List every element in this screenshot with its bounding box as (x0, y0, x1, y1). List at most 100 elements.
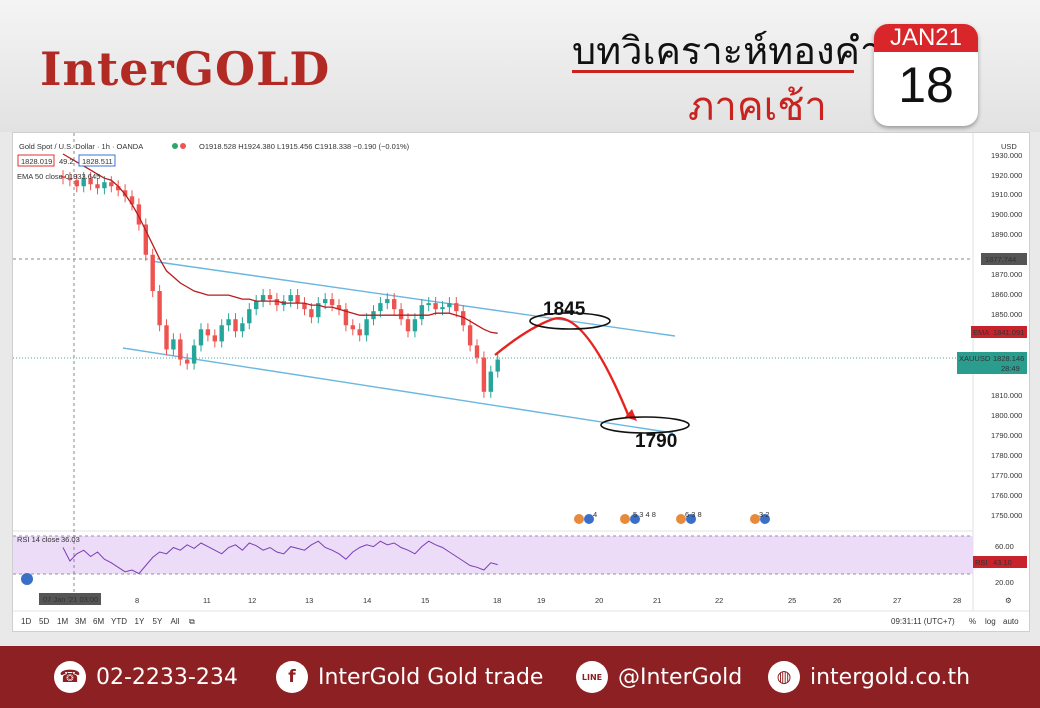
range-button[interactable]: All (171, 617, 180, 626)
candle-body (178, 339, 183, 360)
candle-body (329, 299, 335, 306)
y-tick-label: 1860.000 (991, 290, 1022, 299)
candle-body (288, 295, 293, 302)
candle-body (364, 319, 369, 336)
candle-body (433, 303, 438, 310)
x-tick-label: 25 (788, 596, 796, 605)
percent-toggle[interactable]: % (969, 617, 976, 626)
line-id: @InterGold (618, 664, 743, 690)
event-flag-icon[interactable] (584, 514, 594, 524)
chart-panel: 1845 1790 4 5 3 4 8 6 3 8 3 2 Gold Spot … (12, 132, 1030, 632)
candle-body (316, 303, 321, 318)
event-flag-icon[interactable] (630, 514, 640, 524)
event-count: 3 2 (759, 510, 769, 519)
candle-body (240, 323, 245, 332)
candle-body (323, 299, 328, 304)
price-axis[interactable]: 1930.000 1920.000 1910.000 1900.000 1890… (991, 151, 1022, 587)
range-button[interactable]: 5D (39, 617, 49, 626)
calendar-day: 18 (898, 57, 954, 113)
website-contact[interactable]: ◍ intergold.co.th (768, 660, 970, 694)
candle-body (81, 178, 86, 187)
event-count: 4 (593, 510, 597, 519)
session-subtitle: ภาคเช้า (688, 84, 827, 130)
y-tick-label: 1890.000 (991, 230, 1022, 239)
rsi-legend-value: 36.03 (61, 535, 80, 544)
event-count: 6 3 8 (685, 510, 702, 519)
price-chart[interactable]: 1845 1790 4 5 3 4 8 6 3 8 3 2 Gold Spot … (13, 133, 1029, 631)
candle-body (398, 309, 404, 320)
range-button[interactable]: 6M (93, 617, 104, 626)
log-toggle[interactable]: log (985, 617, 996, 626)
candle-body (122, 190, 128, 197)
tradingview-logo-icon (21, 573, 33, 585)
y-tick-label: 1810.000 (991, 391, 1022, 400)
settings-gear-icon[interactable]: ⚙ (1005, 596, 1012, 605)
x-tick-label: 12 (248, 596, 256, 605)
ema-legend[interactable]: EMA 50 close 0 (17, 172, 69, 181)
series-layer (60, 153, 500, 575)
auto-toggle[interactable]: auto (1003, 617, 1019, 626)
facebook-contact[interactable]: f InterGold Gold trade (276, 660, 543, 694)
candle-body (295, 295, 300, 304)
candle-body (447, 303, 452, 308)
header-banner (0, 0, 1040, 132)
candle-body (309, 309, 314, 318)
compare-icon[interactable]: ⧉ (189, 617, 195, 626)
range-button[interactable]: 5Y (153, 617, 163, 626)
range-button[interactable]: 3M (75, 617, 86, 626)
x-tick-label: 15 (421, 596, 429, 605)
candle-body (191, 345, 197, 364)
y-tick-label: 1870.000 (991, 270, 1022, 279)
line-contact[interactable]: LINE @InterGold (576, 660, 742, 694)
candle-body (440, 307, 445, 310)
x-tick-label: 27 (893, 596, 901, 605)
range-button[interactable]: YTD (111, 617, 127, 626)
candle-body (129, 196, 135, 205)
event-flag-icon[interactable] (750, 514, 760, 524)
range-button[interactable]: 1Y (135, 617, 145, 626)
currency-label: USD (1001, 142, 1017, 151)
bid-price: 1828.019 (21, 157, 52, 166)
x-tick-label: 22 (715, 596, 723, 605)
bid-box[interactable] (17, 154, 55, 167)
event-count: 5 3 4 8 (633, 510, 656, 519)
phone-contact[interactable]: ☎ 02-2233-234 (54, 660, 238, 694)
candle-body (185, 359, 190, 364)
candle-body (171, 339, 176, 350)
candle-body (405, 319, 411, 332)
event-flag-icon[interactable] (574, 514, 584, 524)
y-tick-label: 1910.000 (991, 190, 1022, 199)
symbol-tag-name: XAUUSD (959, 354, 991, 363)
market-status-icon (172, 143, 178, 149)
candle-body (419, 305, 424, 320)
candle-body (233, 319, 238, 332)
clock-readout[interactable]: 09:31:11 (UTC+7) (891, 617, 955, 626)
candle-body (350, 325, 355, 330)
y-tick-label: 1780.000 (991, 451, 1022, 460)
range-button[interactable]: 1M (57, 617, 68, 626)
x-tick-label: 18 (493, 596, 501, 605)
candle-body (467, 325, 473, 346)
event-flag-icon[interactable] (686, 514, 696, 524)
x-tick-label: 28 (953, 596, 961, 605)
spread-value: 49.2 (59, 157, 74, 166)
candle-body (212, 335, 217, 342)
x-tick-label: 14 (363, 596, 371, 605)
event-flag-icon[interactable] (676, 514, 686, 524)
candle-body (254, 301, 259, 310)
symbol-label[interactable]: Gold Spot / U.S. Dollar · 1h · OANDA (19, 142, 143, 151)
event-flag-icon[interactable] (620, 514, 630, 524)
y-tick-label: 1930.000 (991, 151, 1022, 160)
rsi-tick-label: 60.00 (995, 542, 1014, 551)
rsi-legend[interactable]: RSI 14 close (17, 535, 60, 544)
candle-body (88, 178, 93, 185)
candle-body (385, 299, 390, 304)
ask-box[interactable] (78, 154, 116, 167)
facebook-name: InterGold Gold trade (318, 664, 544, 690)
event-flag-icon[interactable] (760, 514, 770, 524)
rsi-band (13, 536, 973, 574)
candle-body (474, 345, 480, 358)
candle-body (205, 329, 211, 336)
range-button[interactable]: 1D (21, 617, 31, 626)
time-axis[interactable]: 8 11 12 13 14 15 18 19 20 21 22 25 26 27 28 (135, 596, 961, 605)
